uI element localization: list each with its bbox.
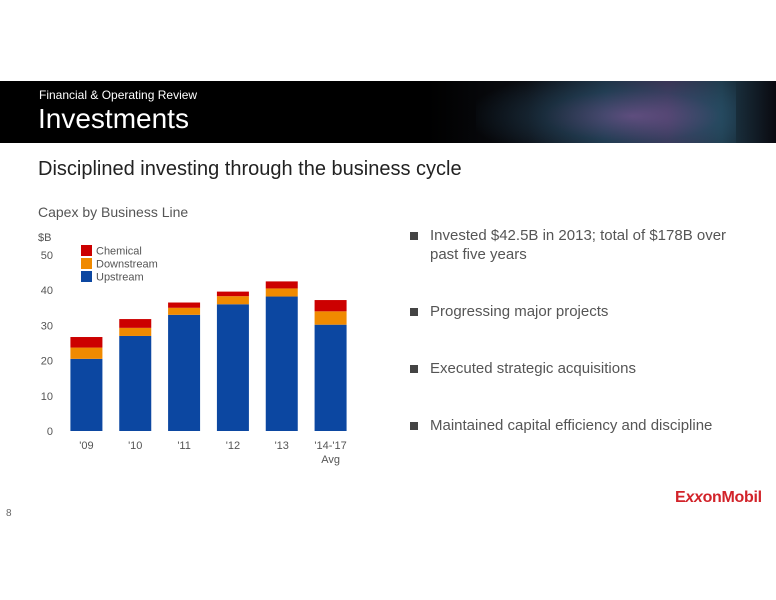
bullet-square-icon [410, 232, 418, 240]
bullet-square-icon [410, 308, 418, 316]
bar-segment-downstream [265, 288, 298, 297]
bullet-text: Executed strategic acquisitions [430, 360, 636, 377]
exxonmobil-logo: ExxonMobil [675, 489, 762, 506]
section-kicker: Financial & Operating Review [39, 88, 198, 102]
bar-segment-chemical [314, 300, 347, 312]
bar-segment-downstream [168, 307, 201, 315]
legend-label-chemical: Chemical [96, 246, 142, 258]
bar-segment-chemical [119, 319, 152, 328]
bar-segment-upstream [119, 335, 152, 431]
page-number: 8 [6, 508, 12, 519]
legend-label-downstream: Downstream [96, 259, 158, 271]
bar-segment-upstream [265, 296, 298, 431]
legend-swatch-upstream [81, 271, 92, 282]
x-tick-label: '14-'17 [314, 440, 346, 452]
bullet-text: Progressing major projects [430, 303, 609, 320]
bullet-item: Maintained capital efficiency and discip… [410, 416, 750, 435]
bullet-text: Invested $42.5B in 2013; total of $178B … [430, 227, 727, 263]
y-tick-label: 40 [41, 285, 53, 297]
x-tick-label: Avg [321, 454, 340, 466]
y-tick-label: 30 [41, 320, 53, 332]
bar-segment-chemical [70, 337, 103, 348]
bullet-list: Invested $42.5B in 2013; total of $178B … [410, 226, 750, 473]
chart-title: Capex by Business Line [38, 204, 189, 220]
legend-swatch-chemical [81, 245, 92, 256]
bar-segment-chemical [265, 281, 298, 289]
legend-label-upstream: Upstream [96, 272, 144, 284]
bar-segment-upstream [70, 358, 103, 431]
bullet-item: Progressing major projects [410, 302, 750, 321]
bullet-square-icon [410, 422, 418, 430]
header-band [0, 81, 776, 143]
bar-segment-upstream [216, 304, 249, 431]
x-tick-label: '12 [226, 440, 240, 452]
bar-segment-downstream [119, 327, 152, 336]
legend-swatch-downstream [81, 258, 92, 269]
x-tick-label: '11 [177, 440, 191, 452]
y-tick-label: 20 [41, 356, 53, 368]
x-tick-label: '09 [79, 440, 93, 452]
bullet-square-icon [410, 365, 418, 373]
bullet-item: Invested $42.5B in 2013; total of $178B … [410, 226, 750, 264]
x-tick-label: '13 [275, 440, 289, 452]
bar-segment-downstream [70, 347, 103, 359]
slide-subtitle: Disciplined investing through the busine… [38, 158, 462, 180]
bar-segment-upstream [168, 314, 201, 431]
bullet-item: Executed strategic acquisitions [410, 359, 750, 378]
bar-segment-downstream [314, 311, 347, 325]
bar-segment-chemical [168, 302, 201, 308]
bar-segment-upstream [314, 324, 347, 431]
header-background-image [476, 81, 736, 143]
y-tick-label: 0 [47, 426, 53, 438]
bullet-text: Maintained capital efficiency and discip… [430, 417, 713, 434]
page-title: Investments [38, 103, 189, 134]
x-tick-label: '10 [128, 440, 142, 452]
bar-segment-downstream [216, 296, 249, 305]
bar-segment-chemical [216, 291, 249, 297]
y-axis-label: $B [38, 232, 51, 244]
y-tick-label: 10 [41, 391, 53, 403]
y-tick-label: 50 [41, 250, 53, 262]
